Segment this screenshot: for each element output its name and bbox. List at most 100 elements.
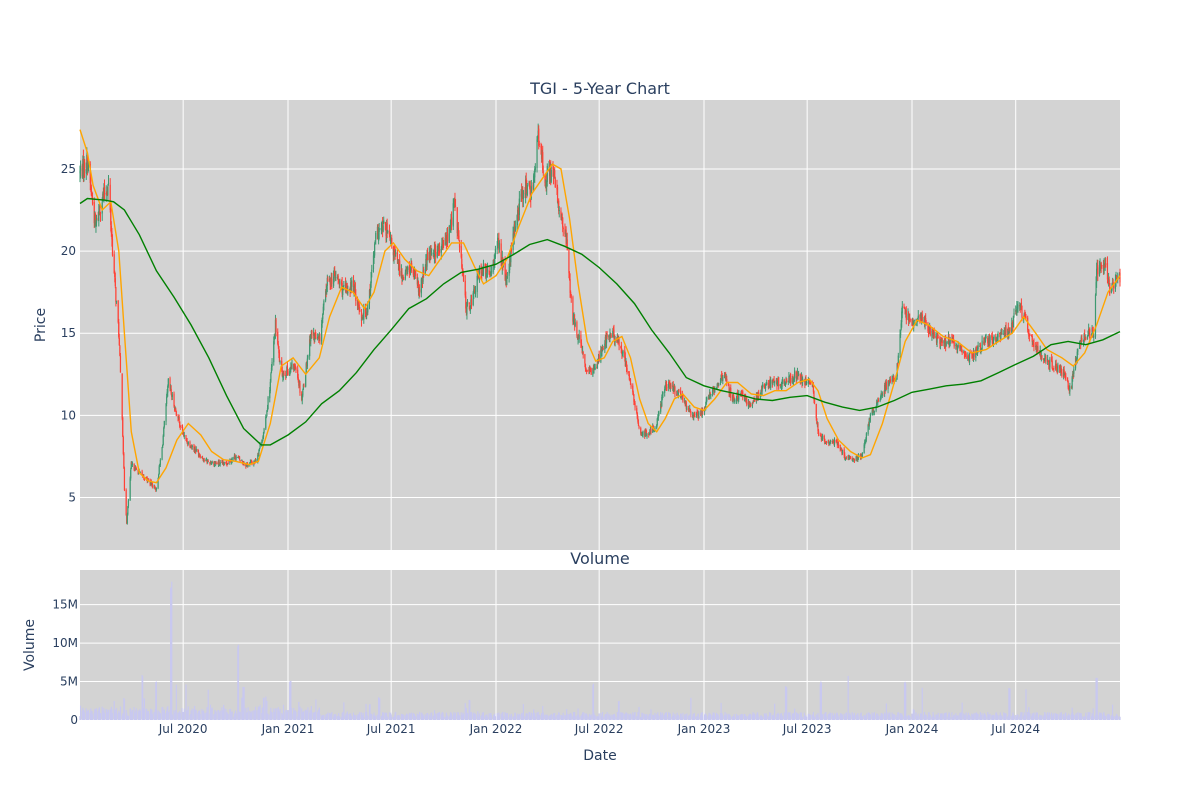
volume-bar — [385, 712, 388, 720]
candle-body — [787, 380, 789, 382]
volume-bar — [766, 714, 768, 720]
candle-body — [726, 378, 728, 384]
candle-body — [431, 254, 433, 256]
volume-bar — [618, 700, 620, 720]
volume-bar — [718, 716, 720, 720]
volume-bar — [1057, 713, 1059, 720]
candle-body — [813, 391, 815, 401]
candle-body — [456, 207, 458, 234]
candle-body — [546, 180, 548, 187]
volume-bar — [658, 715, 660, 720]
volume-bar — [258, 706, 260, 720]
volume-bar — [912, 708, 914, 720]
candle-body — [201, 456, 204, 459]
candle-body — [373, 254, 375, 258]
volume-bar — [319, 714, 321, 720]
candle-body — [402, 275, 404, 279]
candle-body — [1111, 283, 1114, 286]
volume-bar — [1092, 708, 1094, 720]
candle-body — [937, 336, 939, 339]
candle-body — [239, 459, 241, 461]
volume-bar — [967, 712, 970, 720]
candle-body — [1025, 316, 1027, 318]
volume-bar — [473, 712, 475, 720]
candle-body — [1106, 263, 1109, 280]
volume-bar — [809, 714, 812, 720]
volume-bar — [682, 712, 684, 720]
candle-body — [805, 382, 808, 385]
candle-body — [424, 269, 426, 275]
candle-body — [298, 381, 300, 386]
candle-body — [973, 352, 975, 357]
candle-body — [544, 174, 546, 183]
candle-body — [705, 400, 707, 405]
candle-body — [474, 291, 477, 295]
candle-body — [458, 235, 460, 241]
volume-bar — [379, 698, 381, 720]
candle-body — [139, 471, 142, 473]
candle-body — [114, 278, 116, 287]
candle-body — [733, 395, 735, 398]
candle-body — [907, 315, 910, 321]
candle-body — [1086, 336, 1089, 339]
candle-body — [1067, 381, 1069, 388]
candle-body — [1009, 327, 1011, 332]
volume-bar — [897, 712, 899, 720]
candle-body — [880, 396, 882, 400]
volume-bar — [352, 712, 355, 720]
candle-body — [550, 170, 552, 182]
candle-body — [662, 391, 664, 395]
candle-body — [673, 387, 675, 391]
candle-body — [301, 395, 303, 401]
candle-body — [945, 341, 947, 346]
candle-body — [234, 455, 236, 459]
candle-body — [319, 337, 321, 341]
candle-body — [404, 272, 406, 279]
candle-body — [380, 228, 383, 231]
candle-body — [384, 222, 387, 230]
volume-bars — [79, 581, 1121, 720]
volume-bar — [833, 713, 836, 720]
candle-body — [119, 356, 122, 373]
volume-bar — [642, 713, 644, 720]
candle-body — [574, 322, 576, 326]
volume-bar — [662, 714, 664, 720]
candle-body — [121, 373, 123, 419]
candle-body — [565, 229, 567, 244]
candle-body — [154, 486, 156, 488]
volume-bar — [702, 716, 704, 720]
candle-body — [125, 489, 127, 516]
candle-body — [568, 273, 571, 280]
volume-bar — [283, 711, 285, 720]
candle-body — [1113, 283, 1115, 289]
candle-body — [1084, 333, 1086, 339]
candle-body — [518, 198, 520, 216]
candle-body — [498, 242, 501, 250]
volume-bar — [674, 713, 676, 720]
candle-body — [949, 340, 951, 345]
candle-body — [141, 471, 143, 475]
candle-body — [928, 333, 930, 335]
candle-body — [227, 462, 229, 464]
candle-body — [664, 385, 666, 390]
candle-body — [1076, 351, 1078, 359]
volume-bar — [415, 716, 417, 720]
candle-body — [496, 247, 498, 250]
candle-body — [888, 380, 890, 385]
candle-body — [852, 459, 854, 461]
candle-body — [478, 266, 481, 279]
candle-body — [114, 273, 116, 277]
candle-body — [756, 394, 758, 399]
candle-body — [701, 410, 703, 416]
candle-body — [438, 249, 441, 254]
volume-bar — [778, 714, 780, 720]
candle-body — [262, 436, 264, 440]
candle-body — [849, 456, 852, 458]
candle-body — [897, 362, 899, 364]
candle-body — [377, 228, 379, 240]
candle-body — [681, 394, 683, 396]
candle-body — [329, 277, 331, 285]
candle-body — [95, 217, 98, 223]
candle-body — [347, 291, 349, 294]
volume-bar — [525, 713, 527, 720]
